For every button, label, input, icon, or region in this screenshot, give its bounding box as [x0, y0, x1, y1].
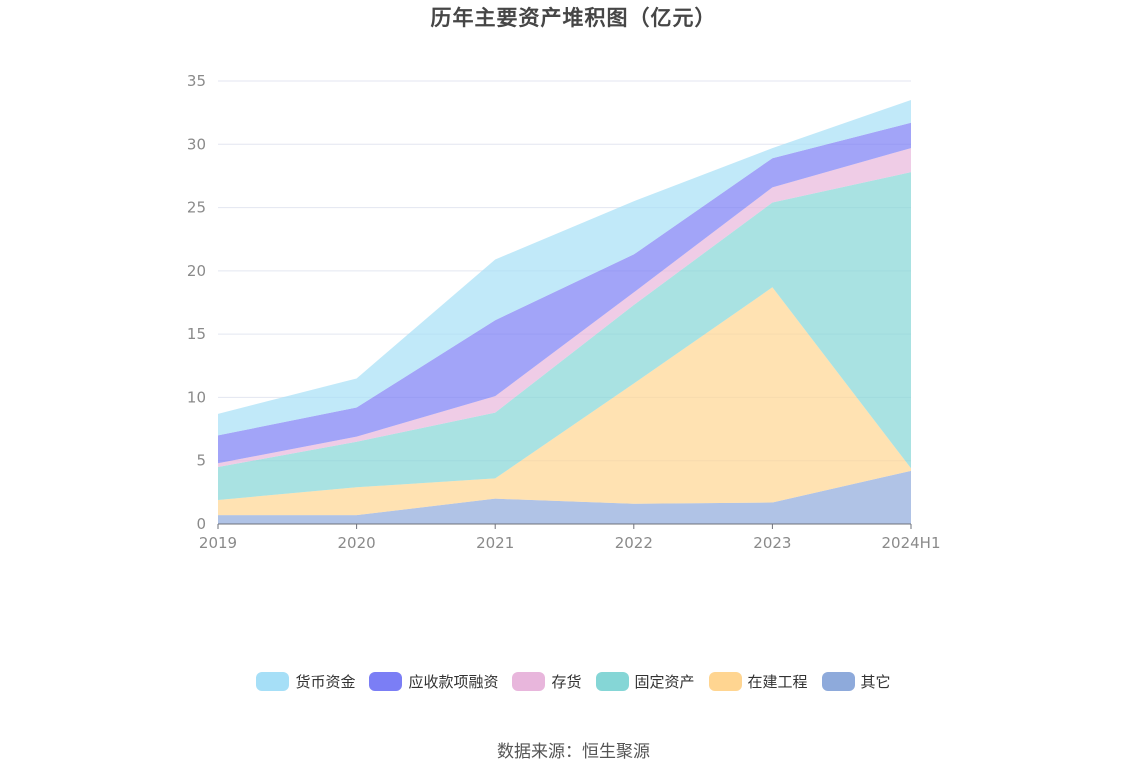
- y-tick-label: 5: [196, 452, 206, 470]
- area-series-5[interactable]: [218, 99, 911, 436]
- stacked-area-chart: 0 5 10 15 20 25 30 35 2019 2020 2021 2022 2023 2024H1: [187, 72, 941, 552]
- area-series-3[interactable]: [218, 148, 911, 468]
- legend-swatch: [821, 672, 855, 691]
- x-tick-label: 2023: [753, 534, 791, 552]
- legend-swatch: [708, 672, 742, 691]
- y-tick-label: 20: [187, 262, 206, 280]
- area-series-2[interactable]: [218, 172, 911, 500]
- legend-item[interactable]: 货币资金: [256, 671, 355, 692]
- legend-swatch: [512, 672, 546, 691]
- y-tick-label: 25: [187, 199, 206, 217]
- area-series-1[interactable]: [218, 287, 911, 516]
- legend-item[interactable]: 应收款项融资: [369, 671, 498, 692]
- y-tick-label: 35: [187, 72, 206, 90]
- legend-item[interactable]: 在建工程: [708, 671, 808, 692]
- x-tick-label: 2019: [199, 534, 237, 552]
- area-series-0[interactable]: [218, 470, 911, 524]
- x-tick-label: 2024H1: [882, 534, 941, 552]
- legend-item[interactable]: 存货: [512, 671, 582, 692]
- chart-title: 历年主要资产堆积图（亿元）: [430, 6, 717, 30]
- x-tick-label: 2022: [615, 534, 653, 552]
- legend-label: 其它: [860, 673, 891, 691]
- legend: 货币资金 应收款项融资 存货 固定资产 在建工程 其它: [0, 671, 1147, 692]
- x-tick-label: 2021: [476, 534, 514, 552]
- legend-item[interactable]: 其它: [821, 671, 891, 692]
- legend-item[interactable]: 固定资产: [595, 671, 695, 692]
- axes: 0 5 10 15 20 25 30 35 2019 2020 2021 2022 2023 2024H1: [187, 72, 941, 552]
- legend-label: 存货: [551, 673, 582, 691]
- y-tick-label: 0: [196, 515, 206, 533]
- legend-swatch: [595, 672, 629, 691]
- legend-swatch: [369, 672, 403, 691]
- y-tick-label: 15: [187, 325, 206, 343]
- data-source: 数据来源：恒生聚源: [497, 742, 650, 762]
- area-series: [218, 99, 911, 524]
- legend-label: 货币资金: [295, 673, 356, 691]
- legend-label: 固定资产: [634, 673, 695, 691]
- x-tick-label: 2020: [338, 534, 376, 552]
- y-tick-label: 10: [187, 388, 206, 406]
- legend-label: 在建工程: [747, 673, 808, 691]
- legend-label: 应收款项融资: [408, 673, 499, 691]
- area-series-4[interactable]: [218, 122, 911, 464]
- y-tick-label: 30: [187, 135, 206, 153]
- legend-swatch: [256, 672, 290, 691]
